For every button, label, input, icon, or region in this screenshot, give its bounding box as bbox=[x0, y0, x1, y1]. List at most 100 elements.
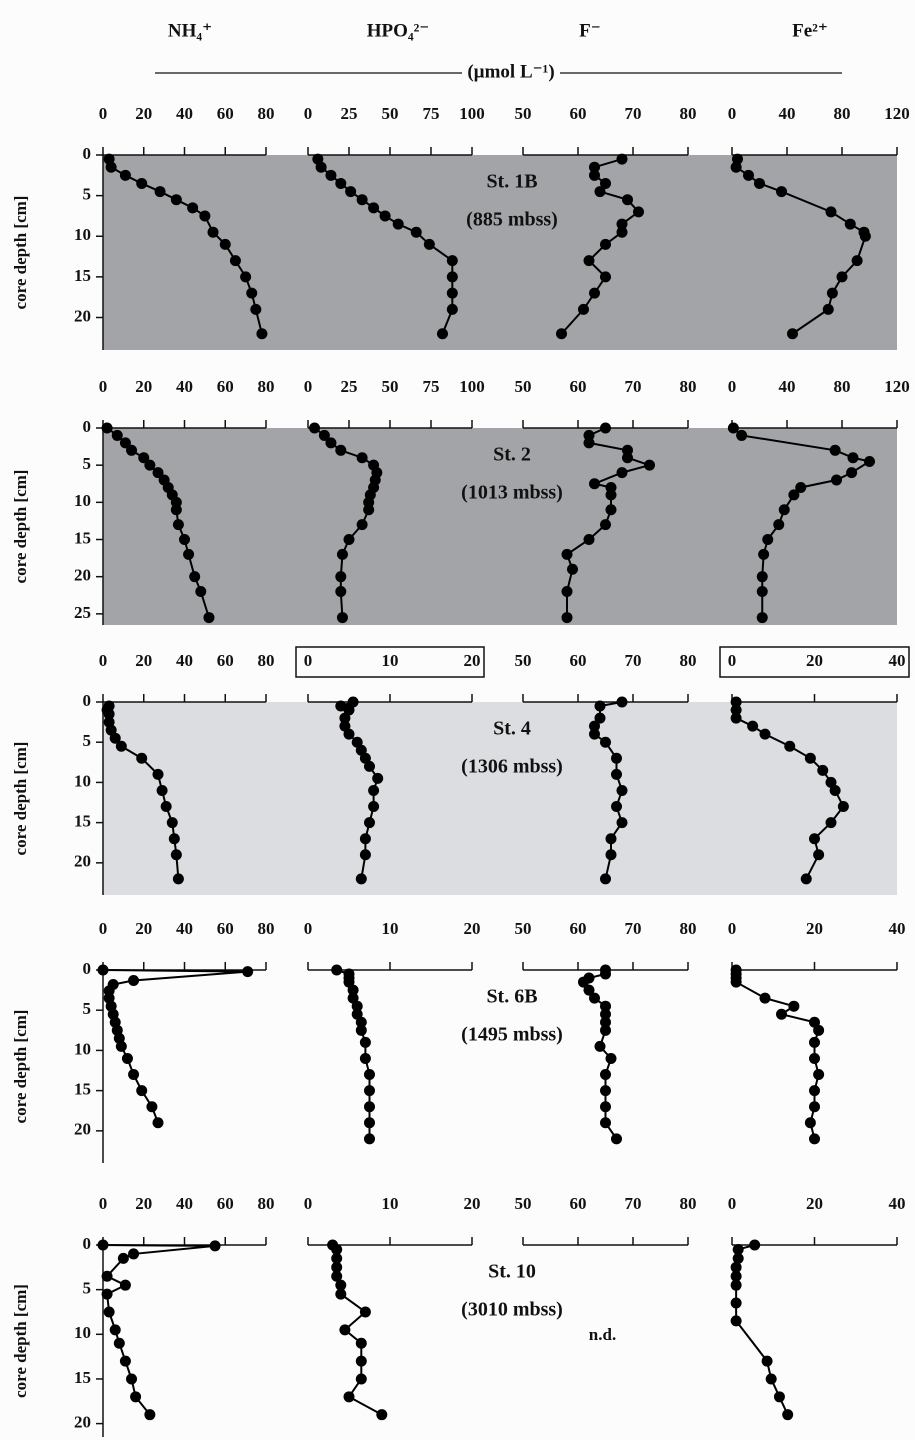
y-tick-label: 20 bbox=[74, 566, 91, 585]
data-point bbox=[170, 194, 182, 206]
data-point bbox=[825, 817, 837, 829]
data-point bbox=[119, 169, 131, 181]
x-tick-label: 80 bbox=[680, 1194, 697, 1213]
data-point bbox=[364, 1069, 375, 1081]
x-tick-label: 70 bbox=[625, 651, 642, 670]
x-tick-label: 75 bbox=[423, 377, 440, 396]
data-point bbox=[410, 226, 422, 238]
x-tick-label: 0 bbox=[728, 651, 737, 670]
y-tick-label: 5 bbox=[83, 731, 92, 750]
data-point bbox=[101, 1270, 113, 1282]
data-point bbox=[183, 548, 195, 560]
data-point bbox=[600, 271, 611, 283]
data-point bbox=[616, 226, 628, 238]
x-tick-label: 60 bbox=[217, 1194, 234, 1213]
data-point bbox=[331, 1261, 343, 1273]
data-point bbox=[600, 1085, 611, 1097]
x-tick-label: 20 bbox=[135, 1194, 152, 1213]
data-point bbox=[207, 226, 219, 238]
data-point bbox=[776, 186, 787, 198]
data-point bbox=[776, 1008, 787, 1020]
data-point bbox=[600, 736, 611, 748]
data-point bbox=[359, 833, 371, 845]
data-point bbox=[111, 429, 123, 441]
data-point bbox=[622, 194, 633, 206]
data-point bbox=[589, 478, 600, 490]
x-tick-label: 60 bbox=[570, 1194, 587, 1213]
data-point bbox=[130, 1391, 142, 1403]
x-tick-label: 20 bbox=[135, 104, 152, 123]
data-point bbox=[589, 720, 600, 732]
x-tick-label: 40 bbox=[176, 104, 193, 123]
data-point bbox=[240, 271, 252, 283]
x-tick-label: 40 bbox=[176, 377, 193, 396]
x-tick-label: 20 bbox=[806, 919, 823, 938]
data-point bbox=[229, 255, 241, 267]
data-point bbox=[759, 728, 771, 740]
data-point bbox=[825, 206, 837, 218]
data-point bbox=[115, 1040, 127, 1052]
x-tick-label: 40 bbox=[779, 104, 796, 123]
y-axis-label: core depth [cm] bbox=[11, 742, 30, 856]
y-tick-label: 5 bbox=[83, 1279, 92, 1298]
data-point bbox=[152, 768, 164, 780]
data-point bbox=[730, 976, 742, 988]
y-tick-label: 5 bbox=[83, 185, 92, 204]
data-point bbox=[754, 177, 765, 189]
data-point bbox=[189, 571, 201, 583]
data-point bbox=[121, 1052, 133, 1064]
data-point bbox=[364, 1117, 375, 1129]
data-point bbox=[331, 1252, 343, 1264]
data-point bbox=[335, 586, 347, 598]
data-point bbox=[844, 218, 856, 230]
data-point bbox=[589, 287, 600, 299]
data-point bbox=[372, 772, 384, 784]
x-tick-label: 20 bbox=[135, 651, 152, 670]
data-point bbox=[600, 1000, 611, 1012]
y-tick-label: 0 bbox=[83, 144, 92, 163]
x-tick-label: 120 bbox=[884, 104, 910, 123]
x-tick-label: 25 bbox=[341, 104, 358, 123]
data-point bbox=[583, 534, 595, 546]
data-point bbox=[831, 474, 842, 486]
data-point bbox=[209, 1240, 221, 1252]
x-tick-label: 80 bbox=[258, 104, 275, 123]
station-label: St. 1B bbox=[486, 171, 537, 193]
data-point bbox=[804, 1117, 816, 1129]
x-tick-label: 0 bbox=[304, 651, 313, 670]
y-tick-label: 5 bbox=[83, 999, 92, 1018]
y-tick-label: 5 bbox=[83, 454, 92, 473]
data-point bbox=[756, 571, 768, 583]
data-point bbox=[347, 984, 359, 996]
data-point bbox=[109, 1324, 121, 1336]
data-point bbox=[578, 303, 589, 315]
data-point bbox=[788, 489, 800, 501]
data-point bbox=[335, 1288, 347, 1300]
data-point bbox=[795, 481, 807, 493]
data-point bbox=[364, 1101, 375, 1113]
data-point bbox=[589, 169, 600, 181]
data-point bbox=[343, 534, 355, 546]
data-point bbox=[359, 1036, 371, 1048]
data-point bbox=[152, 467, 164, 479]
data-point bbox=[128, 974, 140, 986]
data-point bbox=[423, 238, 435, 250]
data-point bbox=[594, 700, 606, 712]
data-point bbox=[851, 255, 863, 267]
data-point bbox=[589, 992, 600, 1004]
data-point bbox=[600, 1008, 611, 1020]
data-point bbox=[600, 238, 611, 250]
data-point bbox=[622, 452, 633, 464]
data-point bbox=[761, 1355, 773, 1367]
data-point bbox=[611, 801, 622, 813]
data-point bbox=[589, 161, 600, 173]
data-point bbox=[195, 586, 207, 598]
data-point bbox=[436, 328, 448, 340]
data-point bbox=[126, 444, 138, 456]
data-point bbox=[359, 1306, 371, 1318]
data-point bbox=[756, 586, 768, 598]
data-point bbox=[339, 712, 351, 724]
data-point bbox=[179, 534, 190, 546]
x-tick-label: 70 bbox=[625, 1194, 642, 1213]
x-tick-label: 60 bbox=[217, 104, 234, 123]
